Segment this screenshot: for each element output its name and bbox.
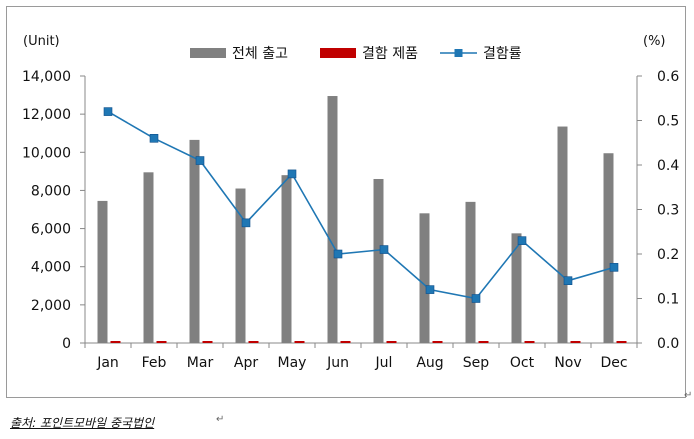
x-tick-label: May <box>278 355 307 371</box>
total-shipment-bar <box>557 126 568 344</box>
total-shipment-bar <box>235 188 246 343</box>
x-tick-label: Jun <box>326 355 349 371</box>
defect-rate-marker <box>425 285 435 294</box>
defect-product-bar <box>340 341 351 343</box>
y-right-tick-label: 0.4 <box>657 158 679 174</box>
total-shipment-bar <box>281 175 292 343</box>
total-shipment-bar <box>97 200 108 343</box>
y-right-tick-label: 0.0 <box>657 336 679 352</box>
x-tick-label: Feb <box>142 355 167 371</box>
paragraph-mark-icon: ↵ <box>216 414 225 425</box>
defect-rate-marker <box>609 263 619 272</box>
x-tick-label: Dec <box>600 355 627 371</box>
y-right-tick-label: 0.1 <box>657 292 679 308</box>
x-tick-label: Aug <box>416 355 443 371</box>
x-tick-label: Nov <box>554 355 581 371</box>
x-tick-label: Mar <box>187 355 214 371</box>
defect-rate-marker <box>471 294 481 303</box>
y-left-tick-label: 4,000 <box>31 260 71 276</box>
defect-product-bar <box>110 341 121 343</box>
defect-product-bar <box>202 341 213 343</box>
y-left-unit-label: (Unit) <box>23 34 60 49</box>
source-note: 출처: 포인트모바일 중국법인 <box>10 416 155 430</box>
defect-rate-marker <box>287 169 297 179</box>
x-tick-label: Jan <box>96 355 119 371</box>
y-left-tick-label: 6,000 <box>31 222 71 238</box>
x-tick-label: Oct <box>510 355 535 371</box>
legend-label-defect-product: 결함 제품 <box>362 46 418 62</box>
total-shipment-bar <box>465 201 476 343</box>
y-left-tick-label: 8,000 <box>31 183 71 199</box>
y-right-tick-label: 0.5 <box>657 114 679 130</box>
defect-product-bar <box>432 341 443 343</box>
defect-product-bar <box>248 341 259 343</box>
y-right-tick-label: 0.2 <box>657 247 679 263</box>
defect-rate-marker <box>241 218 251 228</box>
defect-product-bar <box>524 341 535 343</box>
total-shipment-bar <box>327 96 338 344</box>
y-right-unit-label: (%) <box>643 34 666 49</box>
defect-product-bar <box>294 341 305 343</box>
defect-rate-line <box>107 110 615 300</box>
x-tick-label: Jul <box>375 355 393 371</box>
y-left-tick-label: 12,000 <box>22 107 71 123</box>
legend-label-defect-rate: 결함률 <box>483 46 522 62</box>
total-shipment-bar <box>373 178 384 343</box>
y-left-tick-label: 14,000 <box>22 69 71 85</box>
x-tick-label: Sep <box>463 355 490 371</box>
legend-marker-defect-rate <box>454 49 463 57</box>
y-left-tick-label: 0 <box>62 336 71 352</box>
x-tick-label: Apr <box>234 355 258 371</box>
defect-rate-marker <box>195 156 205 165</box>
defect-product-bar <box>386 341 397 343</box>
defect-rate-marker <box>379 245 389 254</box>
defect-product-bar <box>616 341 627 343</box>
y-left-tick-label: 2,000 <box>31 298 71 314</box>
y-right-tick-label: 0.6 <box>657 69 679 85</box>
total-shipment-bar <box>603 153 614 343</box>
legend-label-total-shipment: 전체 출고 <box>232 46 288 62</box>
total-shipment-bar <box>143 172 154 343</box>
defect-rate-marker <box>333 249 343 259</box>
defect-rate-marker <box>149 134 159 143</box>
defect-product-bar <box>478 341 489 343</box>
defect-product-bar <box>156 341 167 343</box>
legend-swatch-defect-product <box>320 48 356 58</box>
defect-product-bar <box>570 341 581 343</box>
legend-swatch-total-shipment <box>190 48 226 58</box>
y-right-tick-label: 0.3 <box>657 203 679 219</box>
chart-frame: 0 2,000 4,000 6,000 8,000 10,000 12,000 14,000 0… <box>6 6 686 398</box>
total-shipment-bar <box>189 139 200 343</box>
defect-rate-marker <box>103 107 113 116</box>
y-left-tick-label: 10,000 <box>22 145 71 161</box>
chart-svg: 0 2,000 4,000 6,000 8,000 10,000 12,000 14,000 0… <box>22 34 679 371</box>
paragraph-mark-icon: ↵ <box>684 390 693 401</box>
total-shipment-bar <box>419 213 430 343</box>
defect-rate-marker <box>563 276 573 286</box>
total-shipment-bar <box>511 233 522 343</box>
defect-rate-marker <box>517 236 527 245</box>
